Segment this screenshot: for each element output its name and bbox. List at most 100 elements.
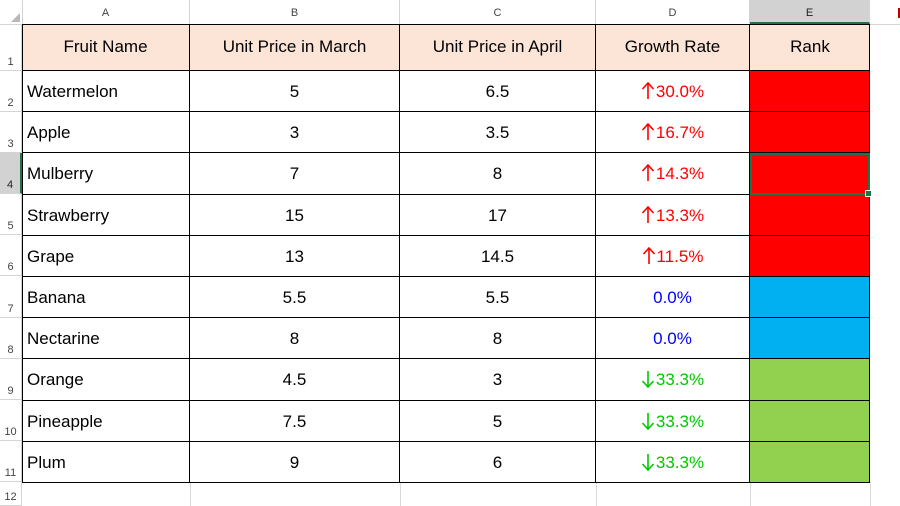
gridline bbox=[750, 482, 751, 506]
arrow-down-icon bbox=[641, 370, 656, 389]
row-header-8[interactable]: 8 bbox=[0, 318, 22, 359]
cell-growth[interactable]: 33.3% bbox=[596, 359, 750, 401]
cell-growth[interactable]: 33.3% bbox=[596, 441, 750, 483]
cell-growth[interactable]: 0.0% bbox=[596, 277, 750, 319]
window-edge-mark bbox=[898, 8, 900, 18]
cell-march[interactable]: 9 bbox=[190, 441, 400, 483]
column-header-bar: A B C D E bbox=[0, 0, 900, 25]
cell-fruit[interactable]: Watermelon bbox=[22, 71, 190, 113]
row-number: 5 bbox=[7, 220, 14, 232]
cell-april[interactable]: 5 bbox=[400, 400, 596, 442]
header-growth-rate[interactable]: Growth Rate bbox=[596, 24, 750, 71]
arrow-down-icon bbox=[641, 412, 656, 431]
cell-april[interactable]: 8 bbox=[400, 153, 596, 195]
header-unit-price-april[interactable]: Unit Price in April bbox=[400, 24, 596, 71]
growth-value: 33.3% bbox=[655, 411, 705, 431]
cell-rank[interactable] bbox=[750, 318, 870, 360]
row-header-10[interactable]: 10 bbox=[0, 400, 22, 441]
row-number: 9 bbox=[7, 385, 14, 397]
row-header-12[interactable]: 12 bbox=[0, 482, 22, 506]
cell-growth[interactable]: 13.3% bbox=[596, 194, 750, 236]
cell-march[interactable]: 7.5 bbox=[190, 400, 400, 442]
cell-rank[interactable] bbox=[750, 235, 870, 277]
row-header-6[interactable]: 6 bbox=[0, 235, 22, 276]
header-unit-price-march[interactable]: Unit Price in March bbox=[190, 24, 400, 71]
column-header-a[interactable]: A bbox=[22, 0, 190, 24]
growth-value: 33.3% bbox=[655, 452, 705, 472]
cell-march[interactable]: 5.5 bbox=[190, 277, 400, 319]
row-header-4[interactable]: 4 bbox=[0, 153, 22, 194]
arrow-up-icon bbox=[641, 205, 656, 225]
cell-growth[interactable]: 0.0% bbox=[596, 318, 750, 360]
row-number: 10 bbox=[4, 426, 17, 438]
cell-rank[interactable] bbox=[750, 359, 870, 401]
column-header-e[interactable]: E bbox=[750, 0, 870, 24]
row-number: 4 bbox=[6, 179, 14, 191]
gridline bbox=[596, 482, 597, 506]
cell-march[interactable]: 15 bbox=[190, 194, 400, 236]
cell-fruit[interactable]: Grape bbox=[22, 235, 190, 277]
cell-rank[interactable] bbox=[750, 441, 870, 483]
column-header-c[interactable]: C bbox=[400, 0, 596, 24]
row-number: 1 bbox=[7, 56, 14, 68]
select-all-corner[interactable] bbox=[0, 0, 23, 24]
column-header-d[interactable]: D bbox=[596, 0, 750, 24]
row-header-1[interactable]: 1 bbox=[0, 24, 22, 71]
growth-value: 16.7% bbox=[655, 123, 705, 143]
row-header-11[interactable]: 11 bbox=[0, 441, 22, 482]
header-fruit-name[interactable]: Fruit Name bbox=[22, 24, 190, 71]
growth-value: 11.5% bbox=[656, 246, 704, 266]
cell-rank[interactable] bbox=[750, 112, 870, 154]
cell-rank[interactable] bbox=[750, 277, 870, 319]
cell-april[interactable]: 3.5 bbox=[400, 112, 596, 154]
cell-march[interactable]: 7 bbox=[190, 153, 400, 195]
fill-handle[interactable] bbox=[865, 190, 872, 197]
cell-rank[interactable] bbox=[750, 71, 870, 113]
cell-rank[interactable] bbox=[750, 194, 870, 236]
cell-fruit[interactable]: Banana bbox=[22, 277, 190, 319]
cell-april[interactable]: 17 bbox=[400, 194, 596, 236]
gridline bbox=[870, 482, 871, 506]
row-header-2[interactable]: 2 bbox=[0, 71, 22, 112]
cell-april[interactable]: 3 bbox=[400, 359, 596, 401]
row-number: 3 bbox=[7, 138, 14, 150]
grid-area bbox=[22, 24, 900, 506]
cell-growth[interactable]: 14.3% bbox=[596, 153, 750, 195]
gridline bbox=[400, 482, 401, 506]
cell-fruit[interactable]: Plum bbox=[22, 441, 190, 483]
cell-april[interactable]: 5.5 bbox=[400, 277, 596, 319]
cell-rank[interactable] bbox=[750, 400, 870, 442]
cell-fruit[interactable]: Strawberry bbox=[22, 194, 190, 236]
cell-growth[interactable]: 16.7% bbox=[596, 112, 750, 154]
cell-march[interactable]: 4.5 bbox=[190, 359, 400, 401]
cell-fruit[interactable]: Apple bbox=[22, 112, 190, 154]
cell-growth[interactable]: 11.5% bbox=[596, 235, 750, 277]
row-header-3[interactable]: 3 bbox=[0, 112, 22, 153]
column-header-b[interactable]: B bbox=[190, 0, 400, 24]
cell-march[interactable]: 8 bbox=[190, 318, 400, 360]
arrow-up-icon bbox=[642, 246, 657, 266]
cell-fruit[interactable]: Mulberry bbox=[22, 153, 190, 195]
selected-cell-outline bbox=[750, 153, 872, 197]
cell-growth[interactable]: 30.0% bbox=[596, 71, 750, 113]
arrow-up-icon bbox=[641, 82, 656, 101]
cell-march[interactable]: 3 bbox=[190, 112, 400, 154]
growth-value: 0.0% bbox=[653, 329, 692, 349]
row-number: 6 bbox=[7, 261, 14, 273]
cell-march[interactable]: 13 bbox=[190, 235, 400, 277]
row-header-5[interactable]: 5 bbox=[0, 194, 22, 235]
growth-value: 0.0% bbox=[653, 288, 692, 307]
cell-april[interactable]: 8 bbox=[400, 318, 596, 360]
row-header-7[interactable]: 7 bbox=[0, 276, 22, 318]
row-header-9[interactable]: 9 bbox=[0, 359, 22, 400]
gridline bbox=[190, 482, 191, 506]
cell-april[interactable]: 6 bbox=[400, 441, 596, 483]
cell-growth[interactable]: 33.3% bbox=[596, 400, 750, 442]
cell-fruit[interactable]: Nectarine bbox=[22, 318, 190, 360]
cell-april[interactable]: 6.5 bbox=[400, 71, 596, 113]
cell-fruit[interactable]: Pineapple bbox=[22, 400, 190, 442]
cell-april[interactable]: 14.5 bbox=[400, 235, 596, 277]
cell-fruit[interactable]: Orange bbox=[22, 359, 190, 401]
header-rank[interactable]: Rank bbox=[750, 24, 870, 71]
cell-march[interactable]: 5 bbox=[190, 71, 400, 113]
